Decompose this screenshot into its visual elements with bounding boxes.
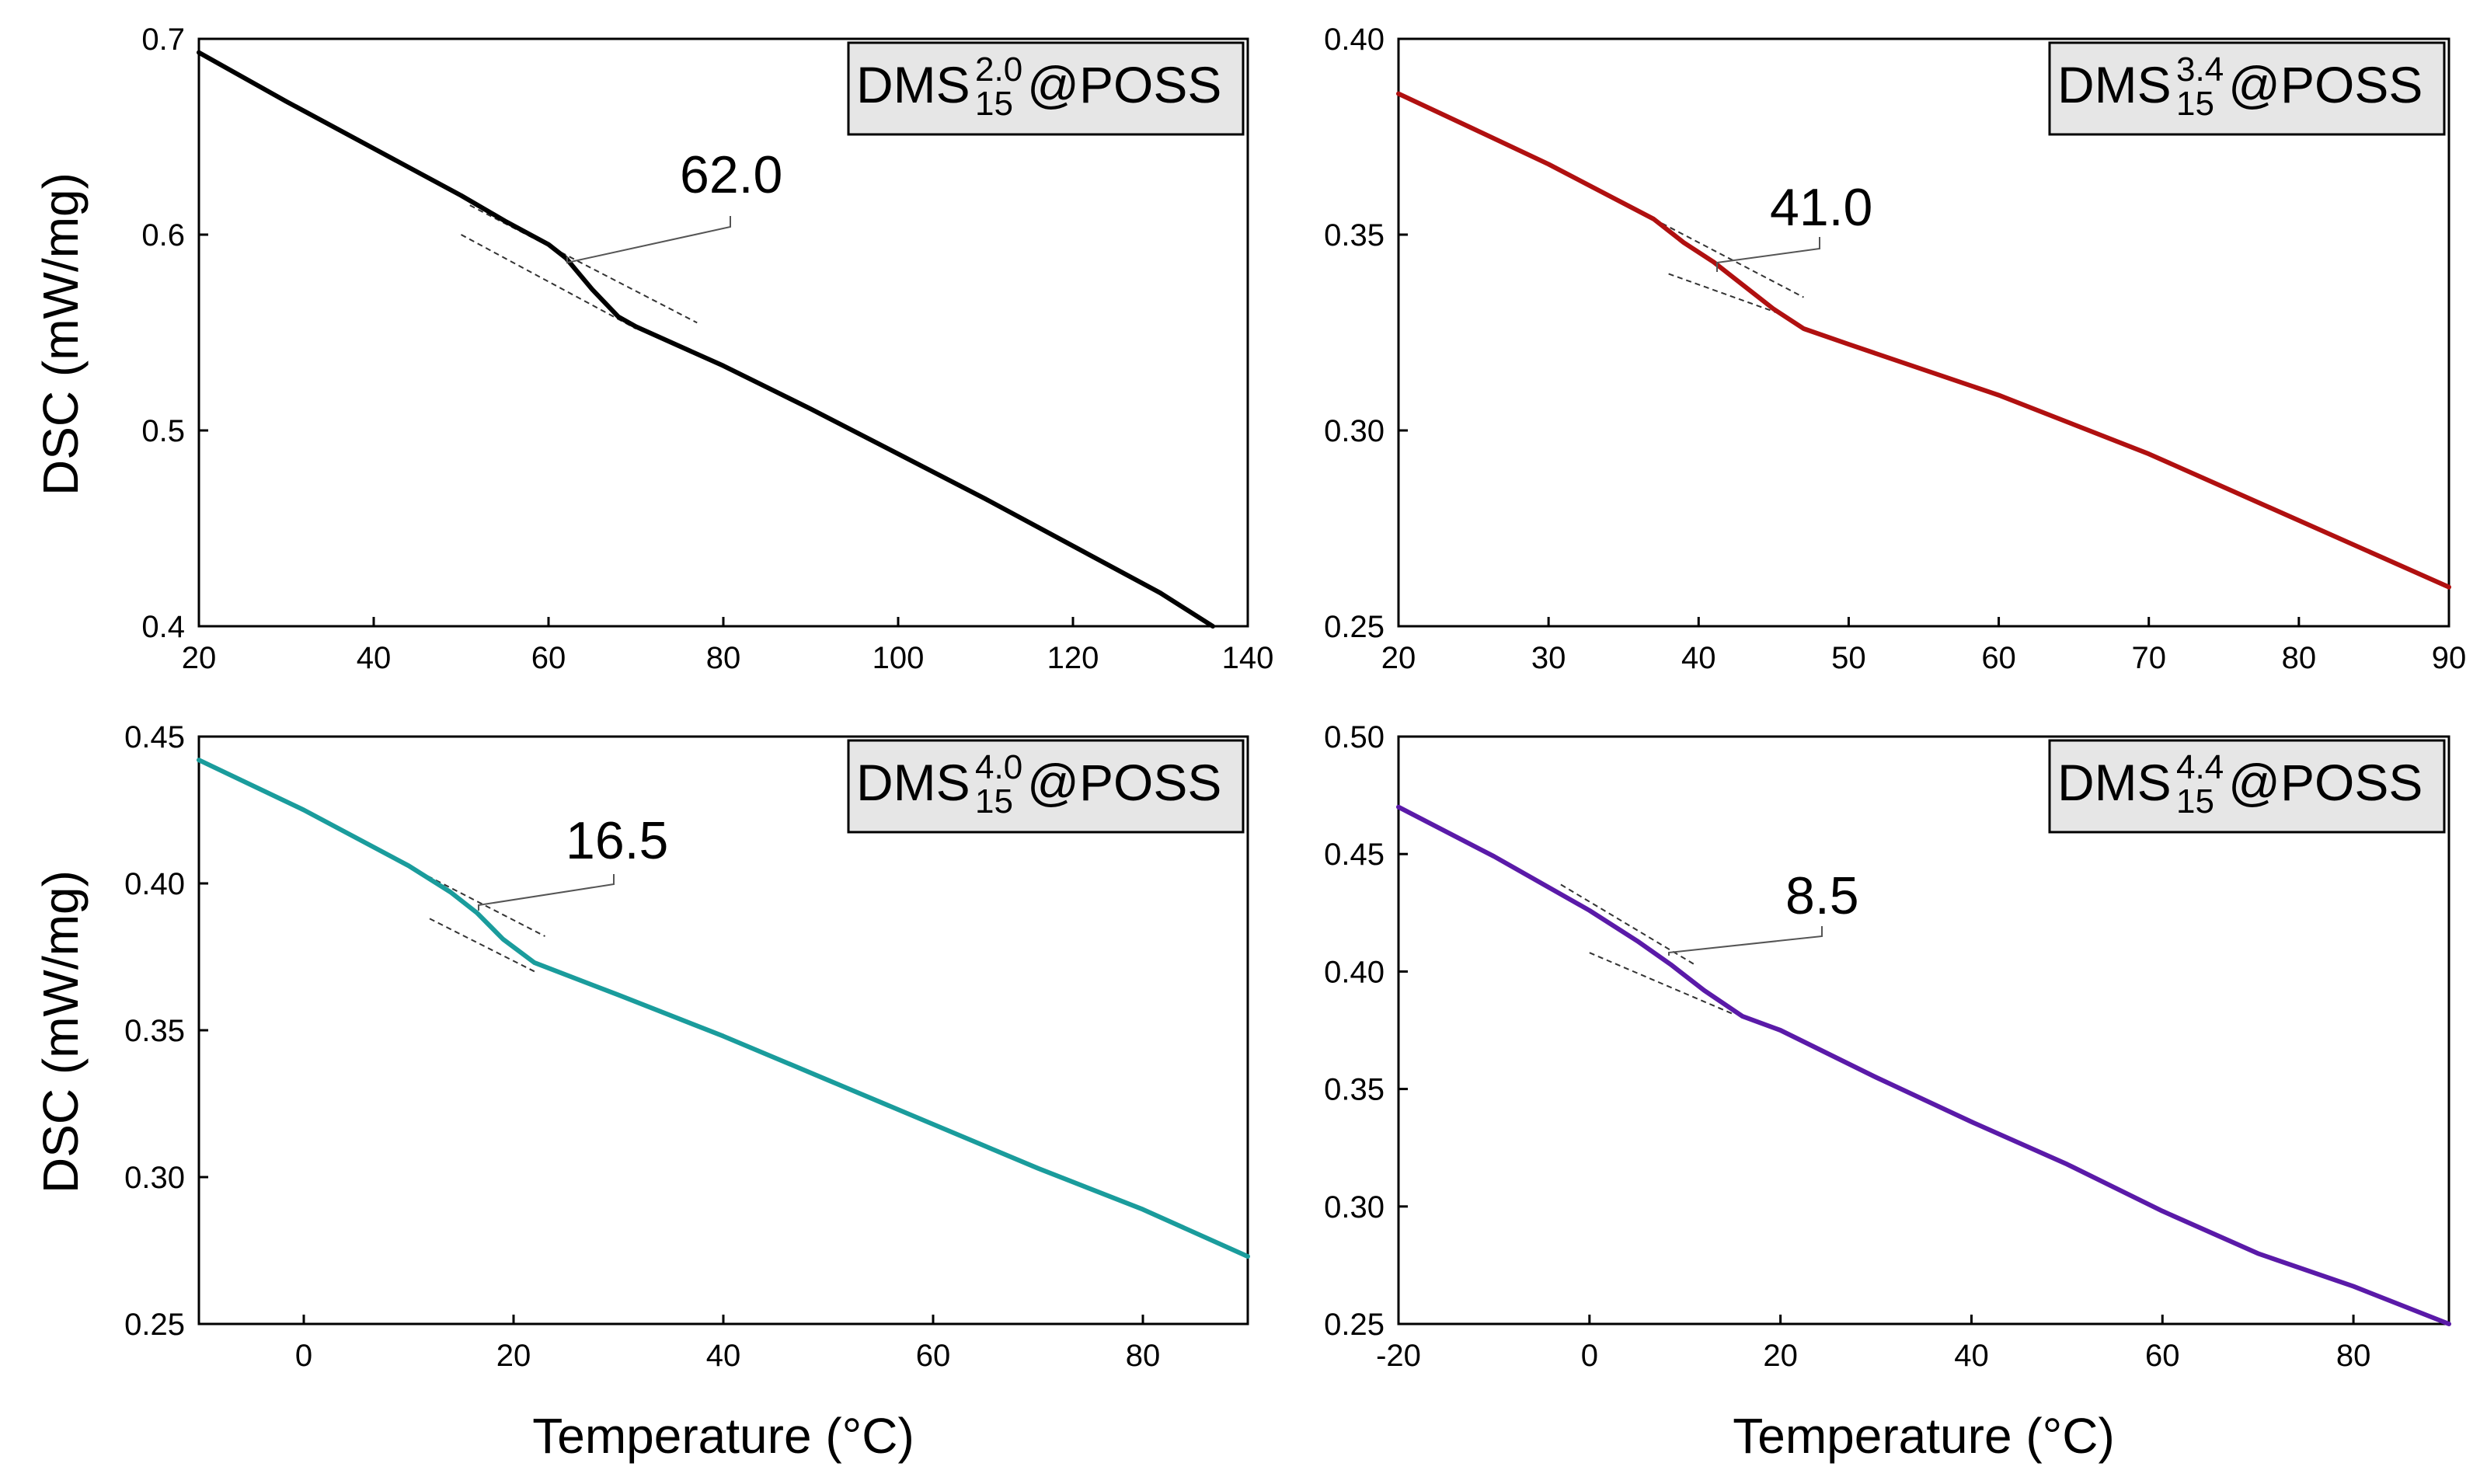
- tg-annotation-label: 41.0: [1770, 178, 1872, 237]
- tg-leader-line: [478, 874, 615, 911]
- x-tick-label: 50: [1831, 641, 1866, 675]
- tg-leader-line: [566, 216, 731, 264]
- legend-box: DMS 2.0 15 @POSS: [847, 41, 1245, 136]
- x-tick-label: 20: [1763, 1339, 1798, 1373]
- y-tick-label: 0.30: [1324, 1190, 1385, 1224]
- legend-superscript: 3.4: [2176, 51, 2224, 89]
- x-axis-title-left: Temperature (°C): [532, 1408, 914, 1464]
- panel-dms-4-0: 0 20 40 60 80 0.25 0.30 0.35 0.40 0.45 DMS 4.0 15…: [124, 720, 1250, 1373]
- tangent-line: [1560, 883, 1695, 966]
- tangent-line: [1653, 218, 1804, 298]
- x-tick-label: 0: [1581, 1339, 1598, 1373]
- series-line: [1396, 804, 2451, 1326]
- legend-subscript: 15: [975, 782, 1013, 820]
- legend-superscript: 2.0: [975, 51, 1022, 89]
- y-tick-label: 0.40: [1324, 23, 1385, 57]
- x-tick-label: 40: [1954, 1339, 1989, 1373]
- x-axis-title-right: Temperature (°C): [1733, 1408, 2115, 1464]
- y-tick-label: 0.40: [1324, 955, 1385, 989]
- legend-subscript: 15: [2176, 782, 2214, 820]
- x-tick-label: 80: [2336, 1339, 2371, 1373]
- x-tick-label: 40: [1681, 641, 1716, 675]
- y-tick-label: 0.30: [1324, 414, 1385, 448]
- legend-box: DMS 3.4 15 @POSS: [2048, 41, 2446, 136]
- legend-suffix: @POSS: [1027, 56, 1221, 113]
- x-tick-label: 60: [916, 1339, 951, 1373]
- tangent-line: [419, 870, 545, 937]
- x-tick-label: 60: [1981, 641, 2016, 675]
- tg-annotation-label: 62.0: [680, 145, 782, 204]
- panel-dms-3-4: 20 30 40 50 60 70 80 90 0.25 0.30 0.35 0.40 DMS 3.4…: [1324, 23, 2466, 675]
- y-tick-label: 0.25: [124, 1308, 185, 1342]
- x-tick-label: 120: [1047, 641, 1099, 675]
- legend-subscript: 15: [975, 85, 1013, 123]
- tg-annotation-label: 8.5: [1785, 866, 1859, 925]
- y-tick-label: 0.6: [141, 218, 185, 253]
- x-tick-label: 0: [295, 1339, 312, 1373]
- legend-box: DMS 4.4 15 @POSS: [2048, 739, 2446, 834]
- tangent-line: [1589, 952, 1733, 1015]
- x-tick-label: 60: [531, 641, 566, 675]
- legend-superscript: 4.4: [2176, 748, 2224, 786]
- legend-label: DMS: [856, 56, 970, 113]
- plot-frame: [1397, 37, 2450, 628]
- x-tick-label: 20: [496, 1339, 531, 1373]
- y-tick-label: 0.25: [1324, 610, 1385, 644]
- panel-dms-2-0: 20 40 60 80 100 120 140 0.4 0.5 0.6 0.7 DMS 2.0 15…: [141, 23, 1273, 675]
- legend-suffix: @POSS: [1027, 754, 1221, 811]
- y-tick-label: 0.45: [124, 720, 185, 754]
- x-tick-label: 40: [706, 1339, 741, 1373]
- y-axis-title-top: DSC (mW/mg): [33, 172, 89, 496]
- y-axis-title-bottom: DSC (mW/mg): [33, 870, 89, 1193]
- y-tick-label: 0.30: [124, 1161, 185, 1195]
- y-tick-label: 0.7: [141, 23, 185, 57]
- tangent-line: [1668, 273, 1789, 318]
- legend-suffix: @POSS: [2228, 754, 2423, 811]
- series-line: [197, 758, 1250, 1259]
- plot-frame: [197, 37, 1249, 628]
- tangent-line: [429, 918, 535, 973]
- x-tick-label: 20: [1381, 641, 1416, 675]
- x-tick-label: 60: [2145, 1339, 2180, 1373]
- tangent-line: [461, 234, 636, 329]
- legend-suffix: @POSS: [2228, 56, 2423, 113]
- x-tick-label: 30: [1531, 641, 1566, 675]
- y-tick-label: 0.50: [1324, 720, 1385, 754]
- x-tick-label: -20: [1376, 1339, 1421, 1373]
- y-tick-label: 0.35: [1324, 1073, 1385, 1107]
- series-line: [1396, 91, 2451, 590]
- x-tick-label: 40: [357, 641, 392, 675]
- tg-leader-line: [1668, 926, 1823, 956]
- legend-superscript: 4.0: [975, 748, 1022, 786]
- y-tick-label: 0.45: [1324, 838, 1385, 872]
- series-line: [197, 50, 1215, 629]
- y-tick-label: 0.35: [124, 1014, 185, 1048]
- legend-label: DMS: [2057, 56, 2172, 113]
- x-tick-label: 80: [1126, 1339, 1161, 1373]
- x-tick-label: 140: [1222, 641, 1274, 675]
- y-tick-label: 0.4: [141, 610, 185, 644]
- x-tick-label: 20: [182, 641, 217, 675]
- legend-label: DMS: [2057, 754, 2172, 811]
- x-tick-label: 80: [706, 641, 741, 675]
- plot-frame: [1397, 735, 2450, 1325]
- tg-annotation-label: 16.5: [566, 811, 668, 870]
- x-tick-label: 80: [2282, 641, 2317, 675]
- legend-label: DMS: [856, 754, 970, 811]
- y-tick-label: 0.5: [141, 414, 185, 448]
- panel-dms-4-4: -20 0 20 40 60 80 0.25 0.30 0.35 0.40 0.45 0.50 DMS…: [1324, 720, 2451, 1373]
- x-tick-label: 70: [2131, 641, 2166, 675]
- y-tick-label: 0.25: [1324, 1308, 1385, 1342]
- legend-subscript: 15: [2176, 85, 2214, 123]
- y-tick-label: 0.35: [1324, 218, 1385, 253]
- tg-leader-line: [1716, 237, 1820, 272]
- y-tick-label: 0.40: [124, 867, 185, 901]
- legend-box: DMS 4.0 15 @POSS: [847, 739, 1245, 834]
- plot-frame: [197, 735, 1249, 1325]
- x-tick-label: 90: [2432, 641, 2467, 675]
- x-tick-label: 100: [873, 641, 925, 675]
